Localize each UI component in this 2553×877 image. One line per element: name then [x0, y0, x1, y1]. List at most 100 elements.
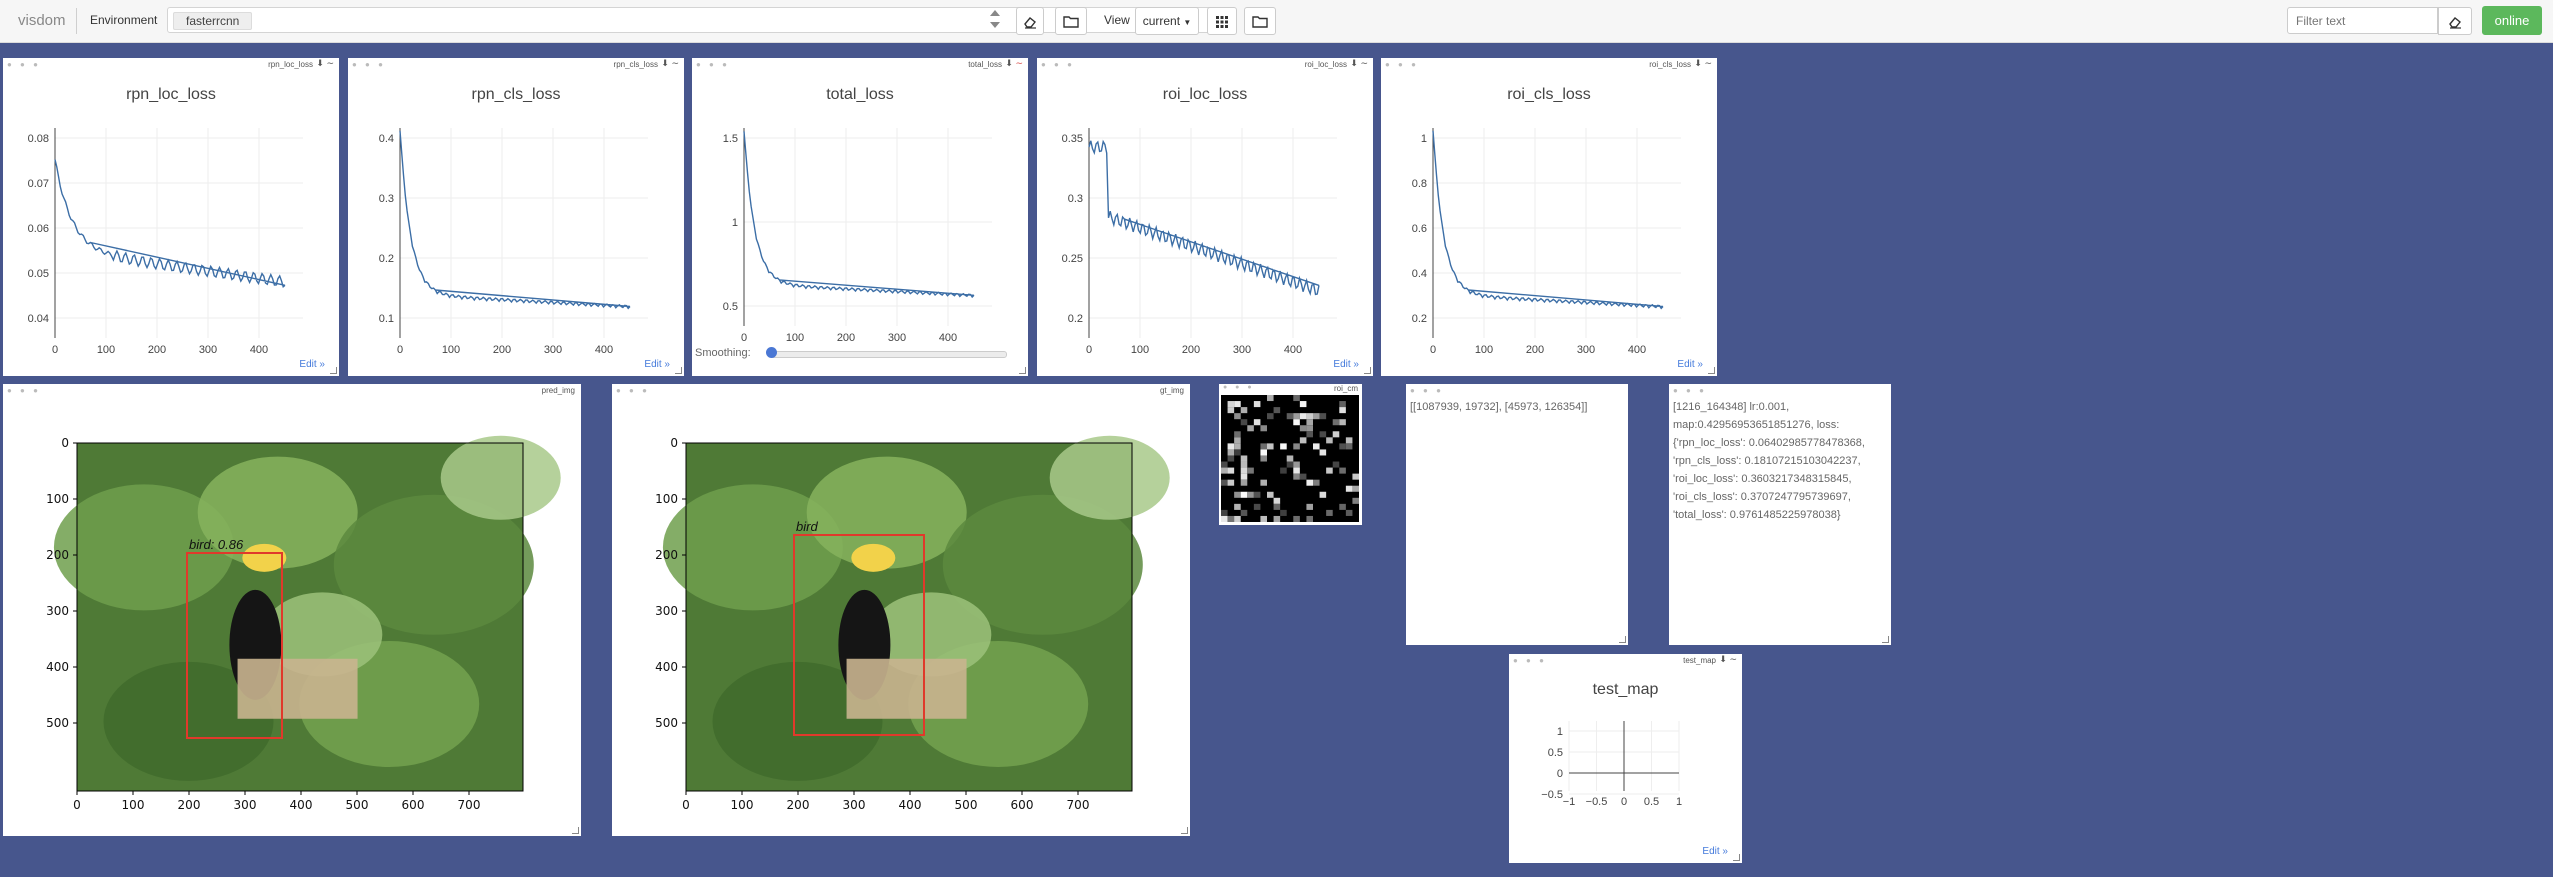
resize-handle[interactable] [1181, 827, 1188, 834]
y-tick-label: 500 [46, 716, 69, 730]
resize-handle[interactable] [1708, 367, 1715, 374]
cm-cell [1240, 467, 1248, 474]
resize-handle[interactable] [1364, 367, 1371, 374]
resize-handle[interactable] [1733, 854, 1740, 861]
manage-views-button[interactable] [1244, 7, 1276, 35]
window-text-log[interactable]: ● ● ● [1216_164348] lr:0.001, map:0.4295… [1669, 384, 1891, 645]
smooth-icon[interactable]: ∼ [671, 58, 679, 68]
edit-link[interactable]: Edit » [299, 359, 325, 370]
download-icon[interactable]: ⬇ ∼ [1005, 58, 1023, 68]
roi-cls-loss-plot[interactable]: 1 0.8 0.6 0.4 0.2 0 100 200 300 400 [1381, 118, 1717, 358]
cm-cell [1234, 401, 1241, 408]
rpn-loc-loss-plot[interactable]: 0.08 0.07 0.06 0.05 0.04 0 100 200 300 400 [3, 118, 339, 358]
gt-image-figure[interactable]: bird 0 100 200 300 400 500 0 100 200 300 400 500 600 7… [612, 398, 1190, 834]
smooth-icon[interactable]: ∼ [1704, 58, 1712, 68]
window-roi-loc-loss[interactable]: ● ● ● roi_loc_loss ⬇ ∼ roi_loc_loss 0.35 0.… [1037, 58, 1373, 376]
y-tick-label: 400 [655, 660, 678, 674]
window-titlebar[interactable]: ● ● ● roi_cls_loss ⬇ ∼ [1381, 58, 1717, 71]
clear-filter-button[interactable] [2438, 7, 2472, 35]
window-controls[interactable]: ● ● ● [1513, 656, 1547, 665]
window-rpn-loc-loss[interactable]: ● ● ● rpn_loc_loss ⬇ ∼ rpn_loc_loss 0.08 0.… [3, 58, 339, 376]
filter-input[interactable] [2287, 7, 2438, 34]
window-rpn-cls-loss[interactable]: ● ● ● rpn_cls_loss ⬇ ∼ rpn_cls_loss 0.4 0.3… [348, 58, 684, 376]
resize-handle[interactable] [330, 367, 337, 374]
roi-loc-loss-plot[interactable]: 0.35 0.3 0.25 0.2 0 100 200 300 400 [1037, 118, 1373, 358]
resize-handle[interactable] [572, 827, 579, 834]
edit-link[interactable]: Edit » [1333, 359, 1359, 370]
sort-updown-icon[interactable] [988, 8, 1010, 34]
confusion-matrix-image[interactable] [1221, 395, 1359, 522]
window-titlebar[interactable]: ● ● ● rpn_loc_loss ⬇ ∼ [3, 58, 339, 71]
window-controls[interactable]: ● ● ● [7, 60, 41, 69]
window-controls[interactable]: ● ● ● [1223, 384, 1255, 391]
resize-handle[interactable] [1619, 636, 1626, 643]
bbox-rect [793, 534, 925, 736]
cm-cell [1240, 419, 1248, 426]
window-controls[interactable]: ● ● ● [1673, 386, 1707, 395]
total-loss-plot[interactable]: 1.5 1 0.5 0 100 200 300 400 [692, 118, 1028, 343]
window-controls[interactable]: ● ● ● [616, 386, 650, 395]
window-titlebar[interactable]: ● ● ● roi_loc_loss ⬇ ∼ [1037, 58, 1373, 71]
repack-grid-button[interactable] [1207, 7, 1237, 35]
smooth-icon[interactable]: ∼ [1729, 654, 1737, 664]
download-icon[interactable]: ⬇ ∼ [316, 58, 334, 68]
window-test-map[interactable]: ● ● ● test_map ⬇ ∼ test_map −1 −0.5 0 0.5 1 1 0.… [1509, 654, 1742, 863]
window-controls[interactable]: ● ● ● [352, 60, 386, 69]
window-titlebar[interactable]: ● ● ● [1669, 384, 1891, 397]
resize-handle[interactable] [675, 367, 682, 374]
window-titlebar[interactable]: ● ● ● gt_img [612, 384, 1190, 397]
x-tick-label: 100 [786, 332, 804, 343]
window-controls[interactable]: ● ● ● [7, 386, 41, 395]
resize-handle[interactable] [1019, 367, 1026, 374]
smooth-icon[interactable]: ∼ [326, 58, 334, 68]
pred-image-figure[interactable]: bird: 0.86 0 100 200 300 400 500 0 100 200 300 400 5… [3, 398, 581, 834]
window-titlebar[interactable]: ● ● ● pred_img [3, 384, 581, 397]
window-gt-img[interactable]: ● ● ● gt_img bird 0 100 200 300 400 500 0 100 200 3… [612, 384, 1190, 836]
window-titlebar[interactable]: ● ● ● [1406, 384, 1628, 397]
x-tick-label: 300 [199, 344, 217, 356]
cm-cell [1293, 467, 1300, 474]
smooth-icon[interactable]: ∼ [1015, 58, 1023, 68]
online-status-button[interactable]: online [2482, 6, 2542, 35]
window-pred-img[interactable]: ● ● ● pred_img bird: 0.86 0 100 200 300 400 500… [3, 384, 581, 836]
edit-link[interactable]: Edit » [1702, 846, 1728, 857]
download-icon[interactable]: ⬇ ∼ [1350, 58, 1368, 68]
window-text-confusion[interactable]: ● ● ● [[1087939, 19732], [45973, 126354]… [1406, 384, 1628, 645]
window-roi-cm[interactable]: ● ● ● roi_cm [1219, 384, 1362, 525]
smoothing-slider[interactable] [770, 351, 1007, 358]
cm-cell [1240, 455, 1248, 462]
window-titlebar[interactable]: ● ● ● total_loss ⬇ ∼ [692, 58, 1028, 71]
view-select[interactable]: current ▼ [1135, 7, 1199, 35]
series-line[interactable] [743, 131, 975, 299]
series-line[interactable] [1432, 130, 1664, 310]
manage-environments-button[interactable] [1055, 7, 1087, 35]
cm-cell [1299, 401, 1307, 408]
test-map-plot[interactable]: −1 −0.5 0 0.5 110.50−0.5 [1509, 709, 1742, 849]
download-icon[interactable]: ⬇ ∼ [1694, 58, 1712, 68]
clear-environment-button[interactable] [1016, 7, 1044, 35]
x-tick-label: 300 [1233, 344, 1251, 356]
smoothing-slider-handle[interactable] [766, 347, 777, 358]
rpn-cls-loss-plot[interactable]: 0.4 0.3 0.2 0.1 0 100 200 300 400 [348, 118, 684, 358]
window-controls[interactable]: ● ● ● [1041, 60, 1075, 69]
window-titlebar[interactable]: ● ● ● roi_cm [1219, 384, 1362, 394]
series-line[interactable] [1088, 139, 1320, 297]
resize-handle[interactable] [1882, 636, 1889, 643]
window-controls[interactable]: ● ● ● [1410, 386, 1444, 395]
window-roi-cls-loss[interactable]: ● ● ● roi_cls_loss ⬇ ∼ roi_cls_loss 1 0.8 0.… [1381, 58, 1717, 376]
edit-link[interactable]: Edit » [644, 359, 670, 370]
window-total-loss[interactable]: ● ● ● total_loss ⬇ ∼ total_loss 1.5 1 0.5 0 10… [692, 58, 1028, 376]
download-icon[interactable]: ⬇ ∼ [661, 58, 679, 68]
window-controls[interactable]: ● ● ● [1385, 60, 1419, 69]
download-icon[interactable]: ⬇ ∼ [1719, 654, 1737, 664]
window-titlebar[interactable]: ● ● ● rpn_cls_loss ⬇ ∼ [348, 58, 684, 71]
window-controls[interactable]: ● ● ● [696, 60, 730, 69]
environment-chip[interactable]: fasterrcnn [173, 12, 253, 30]
series-line[interactable] [54, 159, 286, 289]
cm-cell [1260, 455, 1267, 462]
y-tick-label: 100 [655, 492, 678, 506]
smooth-icon[interactable]: ∼ [1360, 58, 1368, 68]
edit-link[interactable]: Edit » [1677, 359, 1703, 370]
series-line[interactable] [399, 130, 631, 310]
window-titlebar[interactable]: ● ● ● test_map ⬇ ∼ [1509, 654, 1742, 667]
